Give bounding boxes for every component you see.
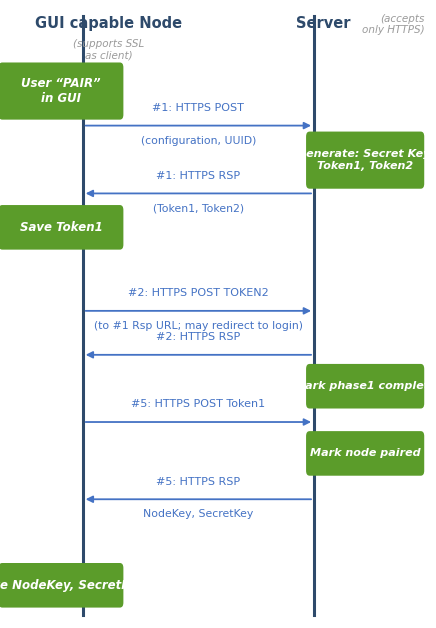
- Text: Save Token1: Save Token1: [20, 221, 102, 234]
- Text: GUI capable Node: GUI capable Node: [35, 16, 182, 31]
- Text: (accepts
only HTTPS): (accepts only HTTPS): [362, 14, 425, 35]
- FancyBboxPatch shape: [0, 563, 123, 608]
- Text: #2: HTTPS POST TOKEN2: #2: HTTPS POST TOKEN2: [128, 288, 269, 298]
- FancyBboxPatch shape: [0, 62, 123, 119]
- FancyBboxPatch shape: [306, 431, 424, 476]
- Text: #5: HTTPS POST Token1: #5: HTTPS POST Token1: [131, 399, 266, 409]
- FancyBboxPatch shape: [306, 364, 424, 409]
- Text: #5: HTTPS RSP: #5: HTTPS RSP: [157, 477, 240, 487]
- Text: (configuration, UUID): (configuration, UUID): [141, 136, 256, 146]
- Text: (supports SSL
as client): (supports SSL as client): [73, 39, 145, 60]
- Text: (to #1 Rsp URL; may redirect to login): (to #1 Rsp URL; may redirect to login): [94, 321, 303, 331]
- FancyBboxPatch shape: [0, 205, 123, 249]
- Text: Generate: Secret Key,
Token1, Token2: Generate: Secret Key, Token1, Token2: [297, 149, 433, 171]
- Text: (Token1, Token2): (Token1, Token2): [153, 203, 244, 214]
- Text: NodeKey, SecretKey: NodeKey, SecretKey: [143, 509, 253, 519]
- Text: Server: Server: [296, 16, 351, 31]
- Text: Mark phase1 complete: Mark phase1 complete: [294, 381, 436, 391]
- Text: Save NodeKey, SecretKey: Save NodeKey, SecretKey: [0, 579, 146, 592]
- Text: #2: HTTPS RSP: #2: HTTPS RSP: [156, 332, 241, 342]
- Text: #1: HTTPS POST: #1: HTTPS POST: [153, 103, 244, 113]
- FancyBboxPatch shape: [306, 132, 424, 188]
- Text: User “PAIR”
in GUI: User “PAIR” in GUI: [21, 77, 101, 105]
- Text: Mark node paired: Mark node paired: [310, 448, 420, 458]
- Text: #1: HTTPS RSP: #1: HTTPS RSP: [157, 171, 240, 181]
